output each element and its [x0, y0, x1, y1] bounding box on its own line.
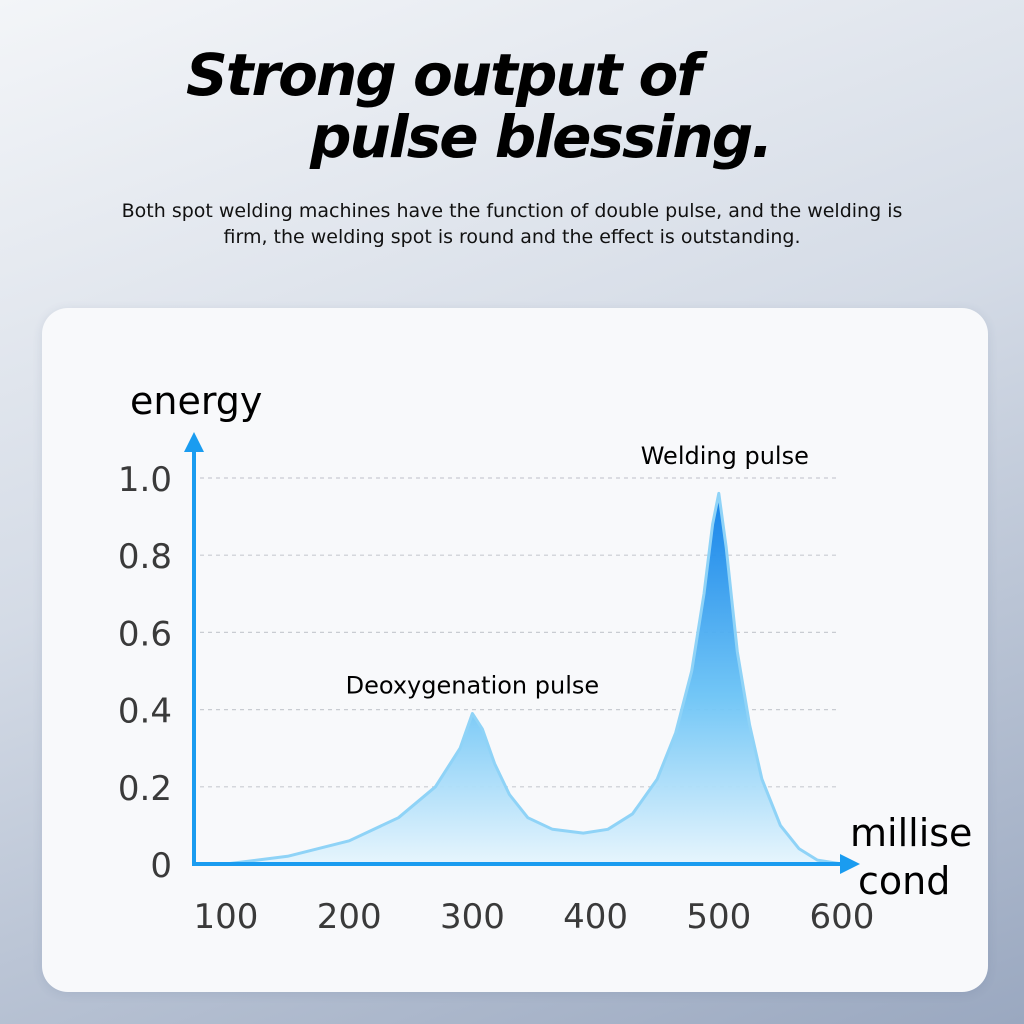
x-tick-label: 200 [317, 897, 382, 937]
annotation-welding-pulse: Welding pulse [641, 442, 809, 470]
energy-curve [225, 491, 843, 866]
subtitle: Both spot welding machines have the func… [121, 200, 903, 248]
x-tick-label: 500 [686, 897, 751, 937]
y-tick-label: 0.8 [118, 537, 172, 577]
chart-card [42, 308, 988, 992]
y-tick-label: 0.2 [118, 769, 172, 809]
y-axis-title: energy [130, 379, 262, 423]
x-tick-label: 600 [810, 897, 875, 937]
title-line-2: pulse blessing. [310, 103, 773, 171]
x-tick-label: 100 [194, 897, 259, 937]
energy-area [226, 493, 842, 864]
x-axis-arrow-icon [840, 854, 860, 874]
title-line-1: Strong output of [186, 41, 702, 109]
x-tick-label: 300 [440, 897, 505, 937]
y-tick-label: 0 [150, 846, 172, 886]
y-axis-arrow-icon [184, 432, 204, 452]
y-tick-label: 0.4 [118, 692, 172, 732]
y-tick-label: 1.0 [118, 460, 172, 500]
x-axis-title-line-2: cond [858, 859, 950, 903]
annotation-deoxygenation-pulse: Deoxygenation pulse [346, 671, 600, 699]
x-axis-title-line-1: millise [850, 811, 972, 855]
y-tick-label: 0.6 [118, 614, 172, 654]
x-tick-label: 400 [563, 897, 628, 937]
